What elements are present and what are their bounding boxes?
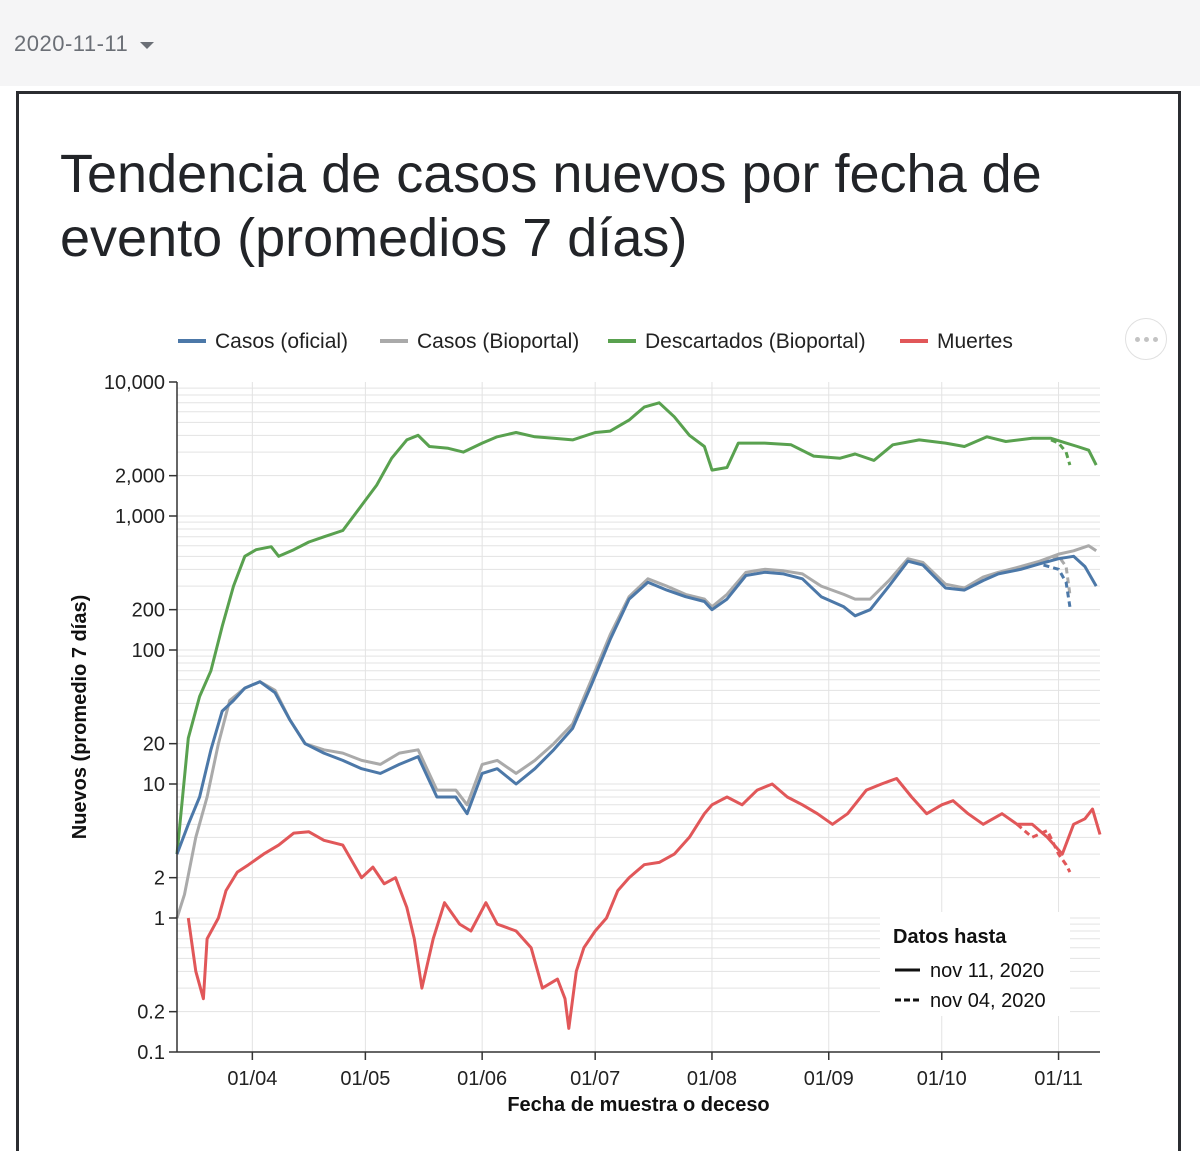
axes: 0.1 0.2 1 2 10 20 100 200 1,000 2,000 10,000 01/04 0… bbox=[69, 372, 1100, 1116]
y-tick-label: 2 bbox=[154, 868, 165, 890]
dash-legend-box bbox=[880, 912, 1070, 1016]
series-line bbox=[1016, 823, 1072, 873]
y-tick-label: 0.2 bbox=[137, 1002, 165, 1024]
legend-label: Casos (oficial) bbox=[215, 330, 348, 353]
legend-label: Descartados (Bioportal) bbox=[645, 330, 866, 353]
y-axis-title: Nuevos (promedio 7 días) bbox=[69, 595, 91, 840]
x-tick-label: 01/11 bbox=[1034, 1068, 1083, 1090]
more-dot bbox=[1152, 336, 1158, 342]
series-line bbox=[175, 554, 1098, 855]
legend: Casos (oficial) Casos (Bioportal) Descarta… bbox=[178, 330, 1013, 353]
series-line bbox=[1050, 438, 1072, 466]
y-tick-label: 1 bbox=[154, 908, 165, 930]
chevron-down-icon bbox=[140, 41, 155, 49]
x-tick-label: 01/09 bbox=[804, 1068, 854, 1090]
legend-label: Casos (Bioportal) bbox=[417, 330, 579, 353]
x-tick-label: 01/06 bbox=[457, 1068, 507, 1090]
y-tick-label: 1,000 bbox=[115, 506, 165, 528]
y-tick-label: 0.1 bbox=[137, 1042, 165, 1064]
more-horizontal-icon bbox=[1134, 336, 1140, 342]
x-tick-label: 01/07 bbox=[570, 1068, 620, 1090]
more-options-button[interactable] bbox=[1125, 318, 1167, 360]
y-tick-label: 10,000 bbox=[104, 372, 165, 394]
y-tick-label: 200 bbox=[132, 600, 165, 622]
x-tick-label: 01/10 bbox=[917, 1068, 967, 1090]
x-tick-label: 01/04 bbox=[227, 1068, 277, 1090]
top-bar: 2020-11-11 bbox=[0, 0, 1200, 86]
date-dropdown[interactable]: 2020-11-11 bbox=[14, 26, 155, 62]
dash-legend-label: nov 04, 2020 bbox=[930, 990, 1046, 1012]
series-line bbox=[1043, 563, 1072, 608]
dash-legend-label: nov 11, 2020 bbox=[930, 960, 1044, 982]
series-line bbox=[175, 401, 1098, 855]
y-tick-label: 10 bbox=[143, 774, 165, 796]
series-line bbox=[175, 544, 1098, 919]
dash-legend-title: Datos hasta bbox=[893, 926, 1007, 948]
legend-label: Muertes bbox=[937, 330, 1013, 353]
series-line bbox=[186, 777, 1102, 1030]
x-axis-title: Fecha de muestra o deceso bbox=[507, 1094, 769, 1116]
series-line bbox=[1042, 554, 1072, 595]
series-lines bbox=[175, 401, 1102, 1030]
x-tick-label: 01/05 bbox=[340, 1068, 390, 1090]
y-tick-label: 2,000 bbox=[115, 466, 165, 488]
date-dropdown-value: 2020-11-11 bbox=[14, 31, 129, 56]
y-tick-label: 100 bbox=[132, 640, 165, 662]
more-dot bbox=[1143, 336, 1149, 342]
y-tick-label: 20 bbox=[143, 734, 165, 756]
chart-title: Tendencia de casos nuevos por fecha de e… bbox=[60, 144, 1042, 268]
dash-legend: Datos hasta nov 11, 2020 nov 04, 2020 bbox=[880, 912, 1070, 1016]
x-tick-label: 01/08 bbox=[687, 1068, 737, 1090]
